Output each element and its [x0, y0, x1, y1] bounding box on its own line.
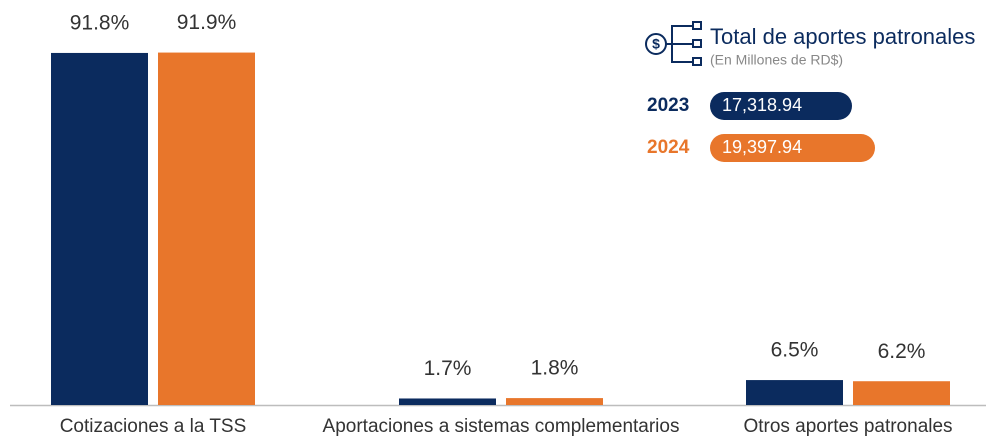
legend-icon: $	[645, 21, 702, 66]
legend-label: 2024	[647, 137, 690, 158]
bar	[746, 380, 843, 405]
legend-total: 17,318.94	[722, 95, 802, 115]
bar	[853, 381, 950, 405]
legend-total-pill	[710, 92, 852, 120]
legend-subtitle: (En Millones de RD$)	[710, 52, 843, 68]
value-label: 1.7%	[424, 357, 472, 380]
x-tick-label: Cotizaciones a la TSS	[60, 416, 247, 437]
bar	[399, 398, 496, 405]
bar	[51, 52, 148, 406]
x-tick-label: Aportaciones a sistemas complementarios	[323, 416, 680, 437]
legend-title: Total de aportes patronales	[710, 24, 975, 49]
value-label: 6.2%	[878, 340, 926, 363]
value-label: 1.8%	[531, 357, 579, 380]
legend-total: 19,397.94	[722, 137, 802, 157]
bar	[158, 52, 255, 405]
x-tick-label: Otros aportes patronales	[743, 416, 952, 437]
svg-text:$: $	[652, 36, 660, 52]
legend-total-pill	[710, 134, 875, 162]
value-label: 91.8%	[70, 11, 130, 34]
bar	[506, 398, 603, 405]
value-label: 91.9%	[177, 11, 237, 34]
legend-label: 2023	[647, 95, 689, 116]
value-label: 6.5%	[771, 339, 819, 362]
